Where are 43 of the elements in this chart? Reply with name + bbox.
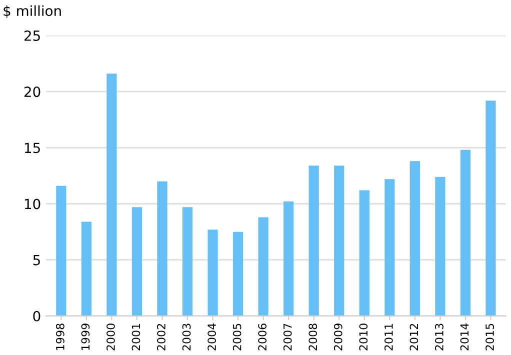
- x-tick-label: 1998: [56, 324, 64, 350]
- bar: [384, 179, 395, 316]
- bar: [308, 166, 319, 316]
- bar: [334, 166, 344, 316]
- bar: [410, 161, 420, 316]
- y-axis-title: $ million: [4, 5, 61, 18]
- bar: [435, 176, 446, 316]
- bar: [81, 222, 92, 316]
- bar: [157, 181, 168, 316]
- x-tick-label: 2005: [232, 324, 242, 350]
- x-tick-label: 2004: [208, 324, 216, 350]
- bar: [182, 207, 193, 316]
- bar: [284, 202, 294, 316]
- y-tick-label: 10: [24, 198, 40, 210]
- bar: [106, 74, 117, 316]
- x-tick-label: 2008: [308, 324, 318, 350]
- x-tick-label: 2012: [410, 324, 418, 350]
- x-tick-label: 2009: [334, 324, 342, 350]
- x-tick-label: 2011: [384, 324, 393, 350]
- x-tick-label: 2006: [258, 324, 267, 350]
- y-tick-label: 25: [24, 30, 40, 41]
- bar: [486, 100, 496, 316]
- x-tick-label: 2015: [486, 324, 494, 350]
- y-tick-label: 0: [33, 310, 40, 322]
- x-tick-label: 2007: [283, 324, 292, 350]
- y-tick-label: 15: [24, 142, 40, 154]
- bar: [56, 186, 66, 316]
- bar: [359, 190, 370, 316]
- x-tick-label: 2000: [106, 324, 115, 350]
- x-tick-label: 1999: [81, 324, 90, 350]
- bar: [232, 232, 244, 316]
- bar: [132, 207, 142, 316]
- bar: [208, 230, 218, 316]
- y-tick-label: 5: [33, 255, 40, 266]
- x-tick-label: 2002: [157, 324, 166, 350]
- y-tick-label: 20: [24, 86, 40, 98]
- bar: [460, 150, 471, 316]
- x-tick-label: 2014: [460, 324, 469, 350]
- x-tick-label: 2001: [132, 324, 140, 350]
- x-tick-label: 2013: [435, 324, 444, 350]
- x-tick-label: 2003: [182, 324, 191, 350]
- bar: [258, 217, 268, 316]
- x-tick-label: 2010: [359, 324, 368, 350]
